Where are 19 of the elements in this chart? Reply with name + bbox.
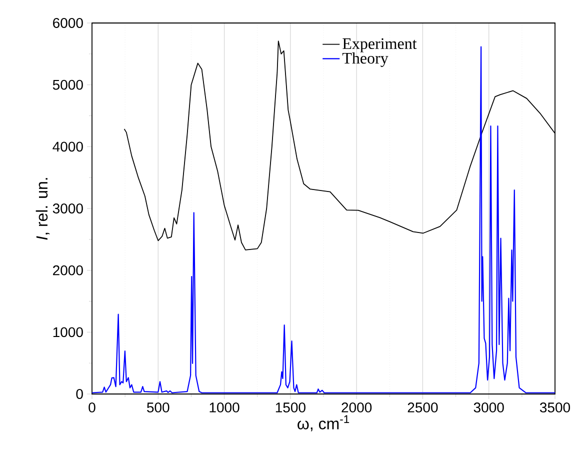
x-tick-label: 1500 [276, 402, 306, 412]
y-tick-label: 5000 [52, 80, 83, 90]
legend-label: Experiment [342, 38, 417, 52]
y-tick-label: 1000 [53, 327, 83, 338]
x-tick-label: 3500 [540, 402, 570, 412]
y-tick-label: 6000 [53, 18, 83, 28]
x-tick-label: 2000 [342, 402, 372, 412]
y-tick-label: 2000 [53, 265, 83, 276]
x-tick-label: 1000 [210, 402, 240, 412]
y-axis-title: I, rel. un. [36, 178, 50, 240]
x-tick-label: 500 [147, 402, 170, 412]
legend-label: Theory [342, 52, 388, 67]
x-tick-label: 3000 [474, 402, 504, 412]
x-axis-title: ω, cm$^{-1}$ [298, 415, 350, 432]
y-tick-label: 3000 [52, 204, 83, 214]
y-tick-label: 4000 [52, 142, 83, 152]
y-tick-label: 0 [76, 389, 83, 399]
x-tick-label: 2500 [408, 402, 438, 412]
x-tick-label: 0 [88, 402, 96, 412]
